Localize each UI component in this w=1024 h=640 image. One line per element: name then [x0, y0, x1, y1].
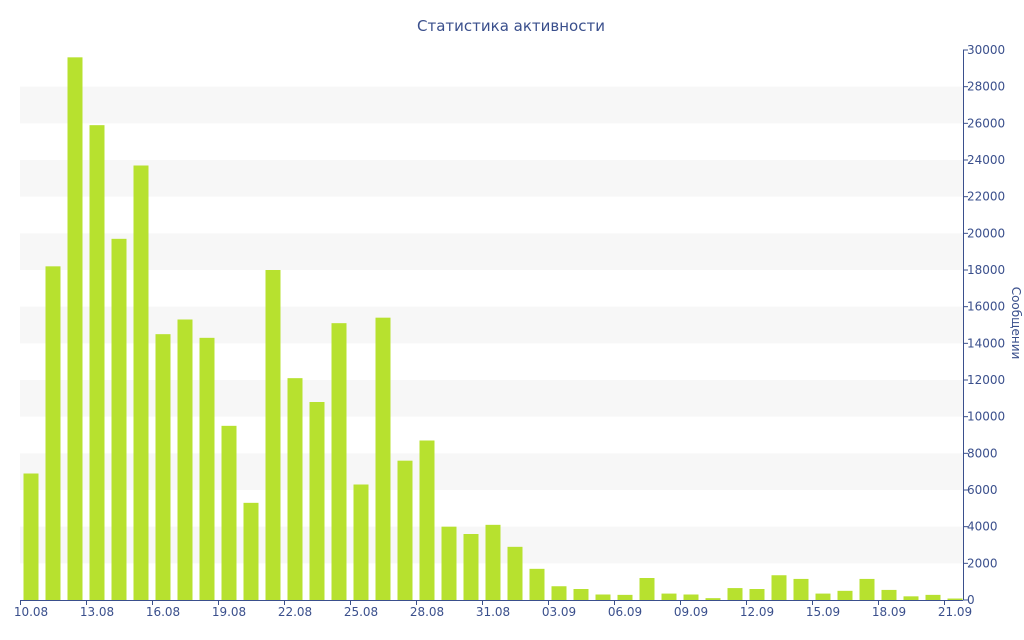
bar-25.08[interactable] — [353, 484, 369, 601]
x-tick-label: 16.08 — [146, 605, 180, 619]
grid-bands — [20, 86, 963, 564]
bar-12.08[interactable] — [67, 57, 83, 601]
x-tick-label: 31.08 — [476, 605, 510, 619]
bar-21.08[interactable] — [265, 270, 281, 600]
y-tick-label: 24000 — [967, 153, 1005, 167]
y-tick-label: 22000 — [967, 190, 1005, 204]
bar-26.08[interactable] — [375, 317, 391, 600]
bar-07.09[interactable] — [639, 578, 655, 600]
bar-16.08[interactable] — [155, 334, 171, 600]
bar-04.09[interactable] — [573, 589, 589, 600]
bar-22.08[interactable] — [287, 378, 303, 600]
x-tick-label: 15.09 — [806, 605, 840, 619]
bar-11.08[interactable] — [45, 266, 61, 600]
bars-group — [23, 57, 963, 601]
y-axis-title: Сообщении — [1009, 287, 1023, 360]
bar-03.09[interactable] — [551, 586, 567, 600]
x-tick-label: 22.08 — [278, 605, 312, 619]
x-tick-label: 12.09 — [740, 605, 774, 619]
bar-15.09[interactable] — [815, 593, 831, 600]
y-tick-label: 0 — [967, 593, 975, 607]
bar-18.08[interactable] — [199, 337, 215, 600]
x-tick-label: 09.09 — [674, 605, 708, 619]
bar-17.08[interactable] — [177, 319, 193, 601]
x-tick-label: 19.08 — [212, 605, 246, 619]
bar-24.08[interactable] — [331, 323, 347, 600]
x-tick-label: 06.09 — [608, 605, 642, 619]
bar-11.09[interactable] — [727, 588, 743, 600]
y-tick-label: 26000 — [967, 116, 1005, 130]
y-tick-label: 20000 — [967, 226, 1005, 240]
x-tick-label: 03.09 — [542, 605, 576, 619]
y-tick-label: 12000 — [967, 373, 1005, 387]
y-tick-label: 10000 — [967, 410, 1005, 424]
y-tick-label: 2000 — [967, 556, 998, 570]
x-tick-label: 25.08 — [344, 605, 378, 619]
bar-14.09[interactable] — [793, 578, 809, 600]
y-tick-label: 4000 — [967, 520, 998, 534]
bar-05.09[interactable] — [595, 594, 611, 601]
bar-27.08[interactable] — [397, 460, 413, 600]
y-tick-label: 18000 — [967, 263, 1005, 277]
bar-28.08[interactable] — [419, 440, 435, 601]
x-tick-label: 13.08 — [80, 605, 114, 619]
bar-01.09[interactable] — [507, 546, 523, 600]
bar-18.09[interactable] — [881, 589, 897, 600]
grid-band — [20, 380, 963, 417]
x-tick-label: 18.09 — [872, 605, 906, 619]
bar-23.08[interactable] — [309, 402, 325, 600]
x-tick-label: 21.09 — [938, 605, 972, 619]
bar-29.08[interactable] — [441, 526, 457, 600]
bar-10.09[interactable] — [705, 598, 721, 600]
bar-14.08[interactable] — [111, 238, 127, 601]
chart-title: Статистика активности — [417, 17, 605, 35]
bar-31.08[interactable] — [485, 524, 501, 600]
x-tick-label: 10.08 — [14, 605, 48, 619]
bar-12.09[interactable] — [749, 589, 765, 600]
grid-band — [20, 86, 963, 124]
bar-13.09[interactable] — [771, 575, 787, 600]
x-axis-ticks: 10.08 13.08 16.08 19.08 22.08 25.08 28.08 31.08… — [14, 600, 972, 619]
bar-19.08[interactable] — [221, 425, 237, 600]
bar-30.08[interactable] — [463, 534, 479, 600]
y-tick-label: 28000 — [967, 80, 1005, 94]
y-tick-label: 8000 — [967, 446, 998, 460]
grid-band — [20, 160, 963, 197]
grid-band — [20, 233, 963, 270]
grid-band — [20, 306, 963, 344]
bar-20.08[interactable] — [243, 502, 259, 600]
y-axis-ticks: 0 2000 4000 6000 8000 10000 12000 14000 16000 180… — [963, 43, 1005, 607]
bar-20.09[interactable] — [925, 594, 941, 600]
bar-08.09[interactable] — [661, 593, 677, 600]
bar-15.08[interactable] — [133, 165, 149, 601]
bar-16.09[interactable] — [837, 590, 853, 600]
grid-band — [20, 453, 963, 490]
y-tick-label: 30000 — [967, 43, 1005, 57]
bar-09.09[interactable] — [683, 594, 699, 601]
y-tick-label: 6000 — [967, 483, 998, 497]
bar-21.09[interactable] — [947, 598, 963, 600]
bar-06.09[interactable] — [617, 594, 633, 600]
bar-02.09[interactable] — [529, 568, 545, 600]
x-tick-label: 28.08 — [410, 605, 444, 619]
bar-10.08[interactable] — [23, 473, 39, 601]
y-tick-label: 16000 — [967, 300, 1005, 314]
y-tick-label: 14000 — [967, 336, 1005, 350]
bar-19.09[interactable] — [903, 596, 919, 600]
bar-17.09[interactable] — [859, 578, 875, 600]
bar-13.08[interactable] — [89, 125, 105, 601]
